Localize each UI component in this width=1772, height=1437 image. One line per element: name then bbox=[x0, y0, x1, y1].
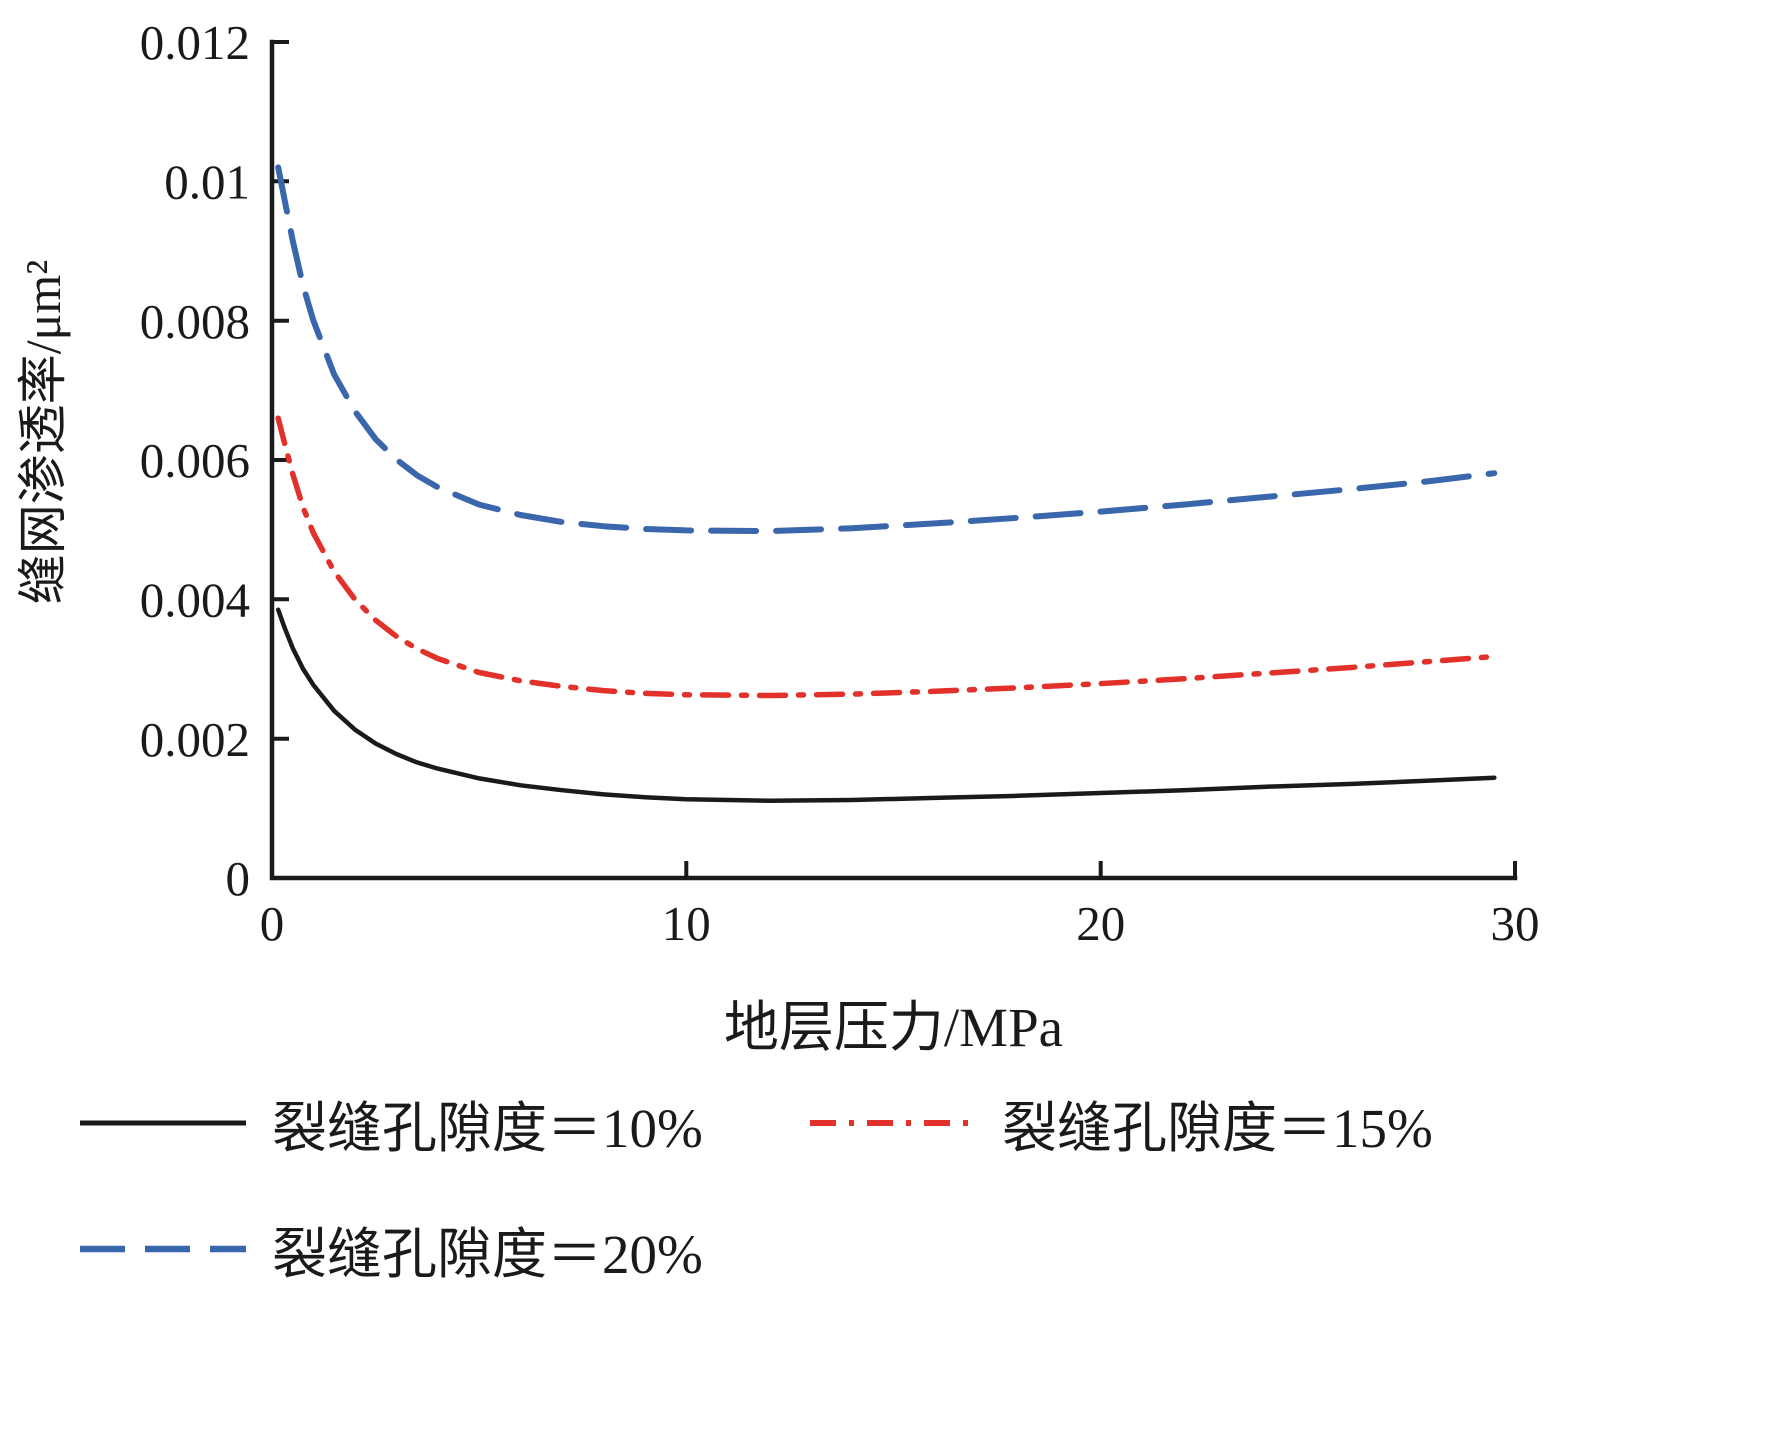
y-tick-label: 0.002 bbox=[140, 712, 250, 767]
y-tick-label: 0.01 bbox=[164, 154, 250, 209]
series-line-dash-dot bbox=[275, 415, 1498, 699]
legend-row-1: 裂缝孔隙度＝10% 裂缝孔隙度＝15% bbox=[78, 1083, 1728, 1163]
y-axis-title: 缝网渗透率/μm² bbox=[15, 260, 71, 605]
legend-line-sample-dashdot-red bbox=[810, 1120, 976, 1126]
legend-label: 裂缝孔隙度＝10% bbox=[272, 1098, 703, 1159]
line-chart-plot: 0 0.002 0.004 0.006 0.008 0.01 0.012 0 10 20 30 缝网渗… bbox=[15, 15, 1540, 951]
y-tick-label: 0.006 bbox=[140, 433, 250, 488]
x-tick-label: 10 bbox=[662, 896, 711, 951]
axes bbox=[269, 39, 1518, 881]
y-tick-label: 0.004 bbox=[140, 572, 250, 627]
legend-label: 裂缝孔隙度＝15% bbox=[1002, 1098, 1433, 1159]
legend-row-2: 裂缝孔隙度＝20% bbox=[78, 1209, 1728, 1289]
legend-item-porosity-20: 裂缝孔隙度＝20% bbox=[78, 1209, 808, 1289]
legend-label: 裂缝孔隙度＝20% bbox=[272, 1224, 703, 1285]
legend-line-sample-dashed-blue bbox=[80, 1245, 246, 1253]
series-line-dashed bbox=[275, 164, 1498, 535]
x-tick-label: 20 bbox=[1076, 896, 1125, 951]
legend-line-sample-solid-black bbox=[80, 1120, 246, 1126]
y-tick-label: 0.012 bbox=[140, 15, 250, 70]
x-tick-label: 0 bbox=[260, 896, 285, 951]
legend-item-porosity-15: 裂缝孔隙度＝15% bbox=[808, 1083, 1433, 1163]
legend-item-porosity-10: 裂缝孔隙度＝10% bbox=[78, 1083, 808, 1163]
x-axis-title: 地层压力/MPa bbox=[723, 997, 1064, 1058]
series-line-solid bbox=[275, 607, 1497, 803]
y-tick-label: 0 bbox=[226, 851, 251, 906]
chart-legend: 裂缝孔隙度＝10% 裂缝孔隙度＝15% 裂缝孔隙度＝20% bbox=[78, 1083, 1728, 1289]
x-tick-label: 30 bbox=[1491, 896, 1540, 951]
y-tick-label: 0.008 bbox=[140, 294, 250, 349]
